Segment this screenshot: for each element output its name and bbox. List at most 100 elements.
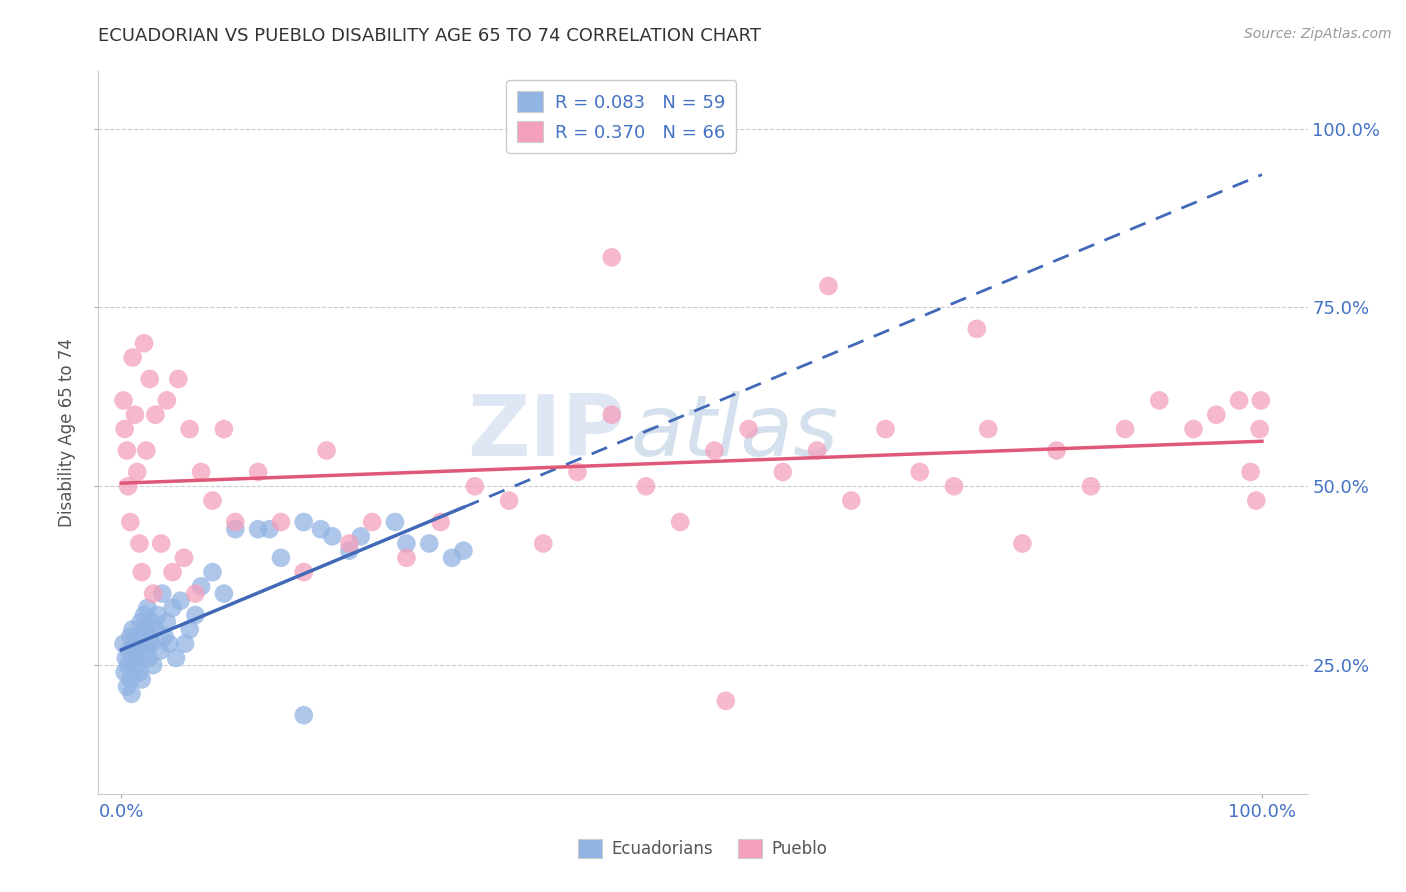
Point bbox=[120, 515, 142, 529]
Point bbox=[309, 522, 332, 536]
Point bbox=[121, 351, 143, 365]
Point bbox=[127, 644, 149, 658]
Point bbox=[128, 665, 150, 680]
Point bbox=[135, 644, 157, 658]
Point bbox=[138, 651, 160, 665]
Point bbox=[817, 279, 839, 293]
Point bbox=[292, 565, 315, 579]
Point bbox=[124, 408, 146, 422]
Point bbox=[531, 536, 554, 550]
Point bbox=[498, 493, 520, 508]
Point bbox=[567, 465, 589, 479]
Point bbox=[184, 608, 207, 623]
Point bbox=[131, 565, 153, 579]
Point bbox=[120, 630, 142, 644]
Point bbox=[122, 637, 145, 651]
Point bbox=[224, 515, 246, 529]
Point bbox=[174, 637, 197, 651]
Point bbox=[1250, 393, 1272, 408]
Point bbox=[128, 536, 150, 550]
Point bbox=[117, 658, 139, 673]
Point bbox=[132, 608, 155, 623]
Point bbox=[132, 637, 155, 651]
Point bbox=[703, 443, 725, 458]
Point bbox=[146, 608, 169, 623]
Point bbox=[361, 515, 384, 529]
Point bbox=[157, 637, 180, 651]
Point bbox=[337, 543, 360, 558]
Point bbox=[129, 615, 152, 630]
Point bbox=[737, 422, 759, 436]
Point bbox=[153, 630, 176, 644]
Point bbox=[247, 465, 270, 479]
Y-axis label: Disability Age 65 to 74: Disability Age 65 to 74 bbox=[58, 338, 76, 527]
Point bbox=[114, 651, 136, 665]
Point bbox=[212, 422, 235, 436]
Point bbox=[270, 515, 292, 529]
Point bbox=[201, 565, 224, 579]
Point bbox=[806, 443, 828, 458]
Point bbox=[942, 479, 965, 493]
Point bbox=[121, 687, 143, 701]
Point bbox=[1046, 443, 1069, 458]
Point bbox=[259, 522, 281, 536]
Point bbox=[112, 637, 135, 651]
Point bbox=[1149, 393, 1171, 408]
Point bbox=[121, 623, 143, 637]
Point bbox=[634, 479, 657, 493]
Point bbox=[772, 465, 794, 479]
Point bbox=[453, 543, 475, 558]
Point bbox=[169, 593, 191, 607]
Point bbox=[149, 644, 172, 658]
Point bbox=[1205, 408, 1227, 422]
Point bbox=[139, 637, 162, 651]
Point bbox=[156, 393, 179, 408]
Point bbox=[131, 673, 153, 687]
Point bbox=[125, 658, 148, 673]
Text: atlas: atlas bbox=[630, 391, 838, 475]
Point bbox=[321, 529, 343, 543]
Point bbox=[136, 600, 159, 615]
Point bbox=[350, 529, 373, 543]
Point bbox=[114, 665, 136, 680]
Point bbox=[135, 443, 157, 458]
Text: ECUADORIAN VS PUEBLO DISABILITY AGE 65 TO 74 CORRELATION CHART: ECUADORIAN VS PUEBLO DISABILITY AGE 65 T… bbox=[98, 27, 762, 45]
Point bbox=[124, 651, 146, 665]
Point bbox=[139, 630, 162, 644]
Point bbox=[150, 536, 173, 550]
Text: Source: ZipAtlas.com: Source: ZipAtlas.com bbox=[1244, 27, 1392, 41]
Point bbox=[292, 708, 315, 723]
Point bbox=[162, 600, 184, 615]
Point bbox=[1011, 536, 1033, 550]
Point bbox=[224, 522, 246, 536]
Point bbox=[190, 579, 212, 593]
Point bbox=[120, 673, 142, 687]
Point bbox=[141, 615, 163, 630]
Point bbox=[167, 372, 190, 386]
Point bbox=[115, 680, 138, 694]
Point bbox=[114, 422, 136, 436]
Point bbox=[150, 586, 173, 600]
Point bbox=[132, 336, 155, 351]
Legend: Ecuadorians, Pueblo: Ecuadorians, Pueblo bbox=[572, 832, 834, 865]
Point bbox=[165, 651, 187, 665]
Point bbox=[1249, 422, 1271, 436]
Point bbox=[156, 615, 179, 630]
Point bbox=[441, 550, 464, 565]
Point bbox=[600, 251, 623, 265]
Point bbox=[429, 515, 451, 529]
Point bbox=[247, 522, 270, 536]
Point bbox=[384, 515, 406, 529]
Point bbox=[173, 550, 195, 565]
Point bbox=[212, 586, 235, 600]
Point bbox=[600, 408, 623, 422]
Point bbox=[127, 465, 149, 479]
Point bbox=[117, 479, 139, 493]
Point bbox=[337, 536, 360, 550]
Point bbox=[184, 586, 207, 600]
Text: ZIP: ZIP bbox=[467, 391, 624, 475]
Point bbox=[315, 443, 337, 458]
Point bbox=[190, 465, 212, 479]
Point bbox=[179, 623, 201, 637]
Point bbox=[162, 565, 184, 579]
